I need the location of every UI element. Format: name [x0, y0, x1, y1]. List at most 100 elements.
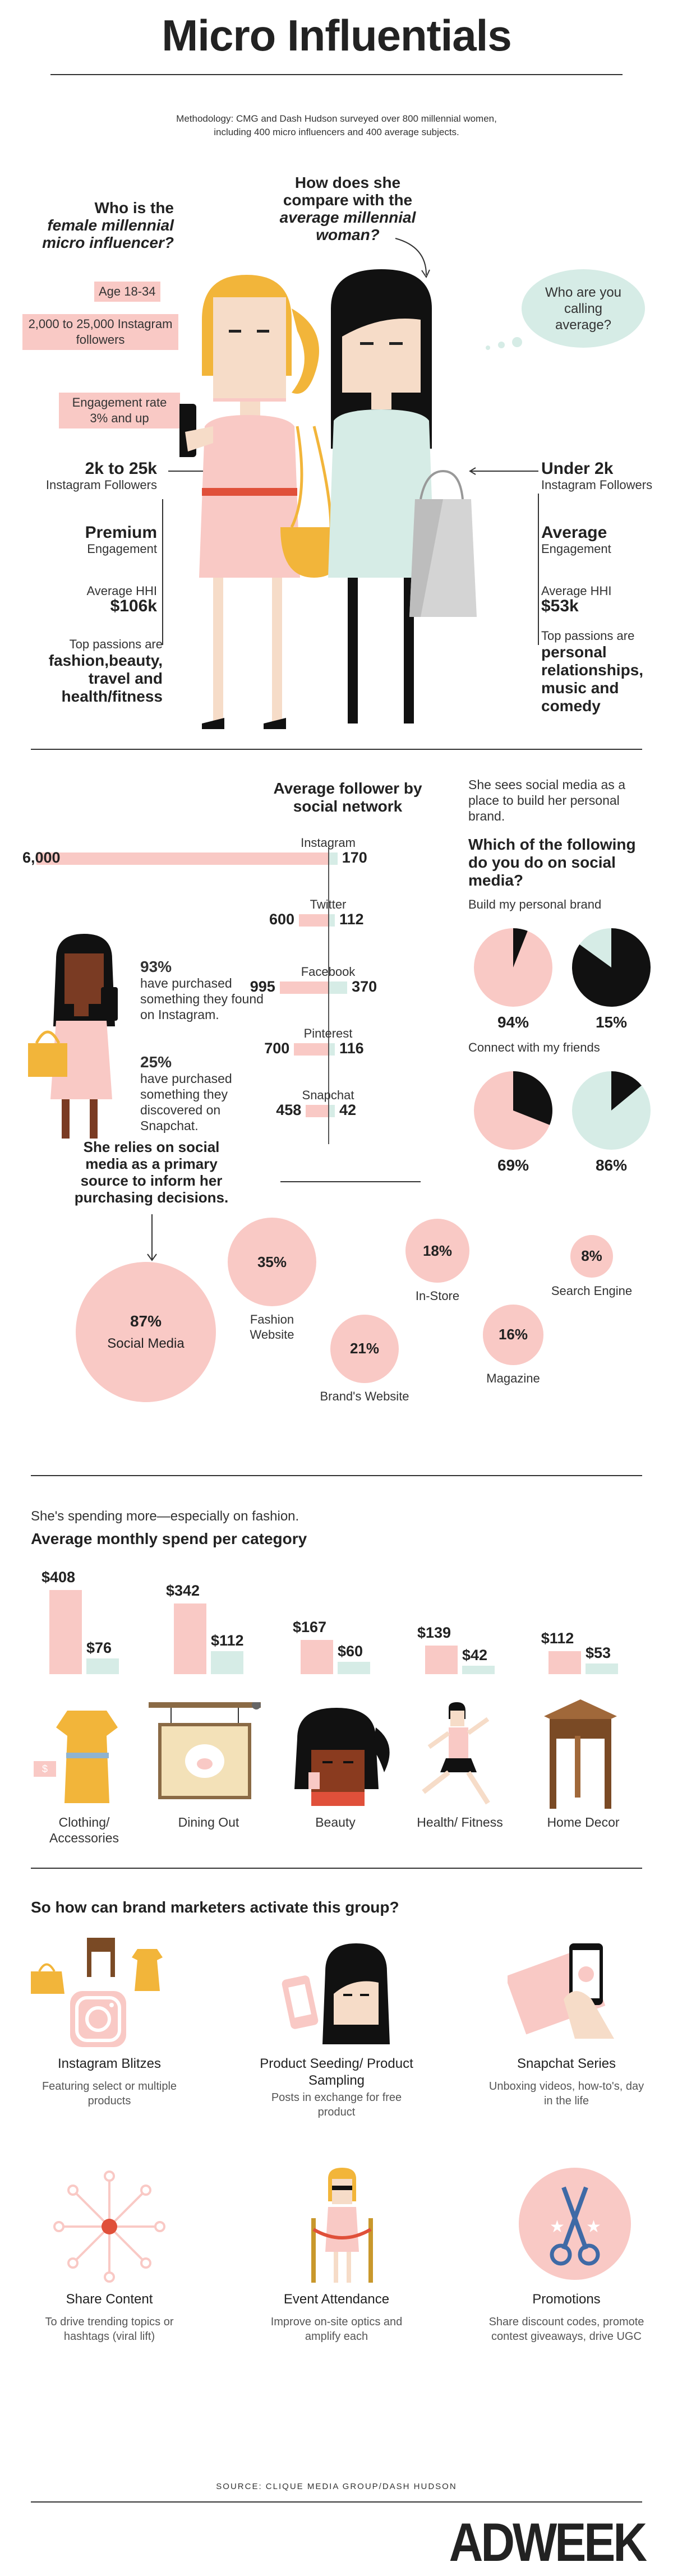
- dress-icon: $: [34, 1711, 118, 1803]
- source-bubbles: 87% Social Media 35% Fashion Website 21% Bran…: [0, 1217, 673, 1464]
- network-name: Instagram: [301, 836, 356, 850]
- title-divider: [50, 74, 623, 75]
- tactic-description: Improve on-site optics and amplify each: [270, 2316, 403, 2343]
- spend-category-label: Home Decor: [547, 1815, 620, 1830]
- average-follower-bar: [329, 852, 338, 865]
- question-who-is-line1: Who is the: [94, 199, 174, 216]
- pie-group-label: Connect with my friends: [468, 1040, 600, 1054]
- influencer-passions: Top passions are fashion,beauty, travel …: [48, 637, 163, 705]
- question-compare-line1: How does she compare with the: [283, 174, 413, 209]
- average-spend-value: $53: [586, 1644, 611, 1661]
- relies-divider: [280, 1181, 421, 1182]
- influencer-spend-bar: [49, 1590, 82, 1674]
- source-text: SOURCE: CLIQUE MEDIA GROUP/DASH HUDSON: [216, 2482, 457, 2491]
- tag-followers: 2,000 to 25,000 Instagram followers: [22, 314, 178, 350]
- influencer-spend-bar: [425, 1645, 458, 1674]
- svg-text:★: ★: [586, 2218, 601, 2236]
- methodology-text: Methodology: CMG and Dash Hudson surveye…: [176, 113, 497, 137]
- tactic-title: Instagram Blitzes: [57, 2056, 162, 2071]
- section-divider-1: [31, 749, 642, 750]
- follower-chart-axis: [328, 847, 329, 1144]
- question-who-is-line2: female millennial micro influencer?: [42, 216, 174, 251]
- source-bubble: 21%: [330, 1314, 399, 1384]
- question-compare-line2: average millennial woman?: [279, 209, 416, 243]
- average-follower-value: 42: [339, 1102, 357, 1118]
- social-title: Average follower by social network: [273, 780, 422, 815]
- average-follower-bar: [329, 1105, 335, 1117]
- network-name: Twitter: [310, 897, 347, 911]
- average-spend-bar: [86, 1658, 119, 1674]
- question-arrow-icon: [395, 238, 430, 279]
- activate-title: So how can brand marketers activate this…: [31, 1898, 399, 1916]
- question-who-is: Who is the female millennial micro influ…: [22, 199, 174, 251]
- influencer-engagement: Premium Engagement: [85, 523, 157, 556]
- event-attendance-icon: [311, 2168, 373, 2283]
- source-bubble-label: Social Media: [107, 1336, 185, 1351]
- source-bubble-label: In-Store: [415, 1288, 460, 1303]
- tactic-description: Unboxing videos, how-to's, day in the li…: [488, 2080, 644, 2107]
- snapchat-purchase-stat: 25% have purchased something they discov…: [140, 1053, 232, 1133]
- average-followers: Under 2k Instagram Followers: [541, 459, 653, 492]
- spend-chart: $408 $76 $342 $112 $167 $60 $139 $42 $112 $53: [0, 1559, 673, 1699]
- follower-chart: Instagram 6,000 170 Twitter 600 112 Facebook 99…: [22, 836, 426, 1183]
- section-divider-3: [31, 1868, 642, 1869]
- average-pie-value: 15%: [595, 1013, 628, 1031]
- average-spend-bar: [462, 1665, 495, 1674]
- source-bubble-label: Brand's Website: [320, 1389, 409, 1404]
- adweek-logo: ADWEEK: [449, 2512, 647, 2573]
- source-bubble-value: 8%: [581, 1247, 602, 1265]
- influencer-spend-value: $112: [541, 1629, 574, 1647]
- average-spend-bar: [586, 1663, 618, 1674]
- average-pie: [572, 1071, 651, 1150]
- question-compare: How does she compare with the average mi…: [275, 174, 421, 243]
- average-follower-bar: [329, 914, 335, 927]
- influencer-follower-bar: [294, 1043, 328, 1056]
- source-bubble: 35%: [227, 1217, 317, 1307]
- influencer-spend-bar: [301, 1639, 333, 1674]
- product-seeding-icon: [282, 1943, 390, 2044]
- tag-engagement: Engagement rate 3% and up: [59, 393, 180, 428]
- tactic-title: Snapchat Series: [517, 2056, 616, 2071]
- average-engagement: Average Engagement: [541, 523, 611, 556]
- influencer-follower-value: 6,000: [22, 849, 61, 866]
- average-spend-bar: [338, 1661, 370, 1674]
- influencer-spend-value: $408: [41, 1569, 76, 1586]
- spend-category-labels: Clothing/ Accessories Dining Out Beauty Hea…: [0, 1814, 673, 1859]
- two-women-illustration: [179, 269, 477, 729]
- influencer-spend-value: $342: [165, 1582, 200, 1600]
- average-spend-value: $42: [462, 1646, 488, 1663]
- source-bubble-value: 18%: [422, 1242, 453, 1259]
- tactic-description: Share discount codes, promote contest gi…: [488, 2316, 644, 2343]
- influencer-spend-bar: [548, 1651, 581, 1674]
- influencer-follower-value: 995: [250, 978, 275, 995]
- pie-question: Which of the following do you do on soci…: [468, 836, 636, 889]
- influencer-pie-remainder-slice: [513, 928, 528, 967]
- average-follower-value: 112: [339, 911, 364, 928]
- spend-category-label: Beauty: [315, 1815, 356, 1830]
- pie-group-label: Build my personal brand: [468, 897, 602, 911]
- follower-rows: Instagram 6,000 170 Twitter 600 112 Facebook 99…: [22, 836, 426, 1183]
- spend-category-label: Clothing/ Accessories: [49, 1815, 119, 1845]
- source-bubble: 18%: [405, 1219, 469, 1283]
- influencer-pie-remainder-slice: [513, 1071, 552, 1125]
- average-spend-value: $76: [86, 1639, 112, 1657]
- source-bubble-value: 16%: [498, 1326, 528, 1343]
- influencer-follower-bar: [299, 914, 328, 927]
- relies-arrow-icon: [147, 1254, 157, 1261]
- average-spend-bar: [211, 1651, 243, 1674]
- spend-category-label: Dining Out: [178, 1815, 239, 1830]
- spend-category-label: Health/ Fitness: [417, 1815, 503, 1830]
- speech-bubble: Who are you calling average?: [522, 269, 645, 348]
- influencer-follower-value: 700: [264, 1040, 290, 1057]
- side-table-icon: [544, 1699, 617, 1809]
- source-bubble-value: 87%: [130, 1312, 162, 1330]
- influencer-followers: 2k to 25k Instagram Followers: [45, 459, 157, 492]
- influencer-follower-bar: [279, 981, 328, 994]
- influencer-pie-value: 69%: [497, 1156, 529, 1174]
- svg-text:$: $: [42, 1763, 48, 1775]
- source-bubble-label: Fashion Website: [250, 1312, 294, 1342]
- influencer-spend-value: $167: [292, 1618, 327, 1635]
- average-follower-bar: [329, 1043, 335, 1056]
- average-pie: [572, 928, 651, 1007]
- influencer-hhi: Average HHI $106k: [86, 584, 157, 615]
